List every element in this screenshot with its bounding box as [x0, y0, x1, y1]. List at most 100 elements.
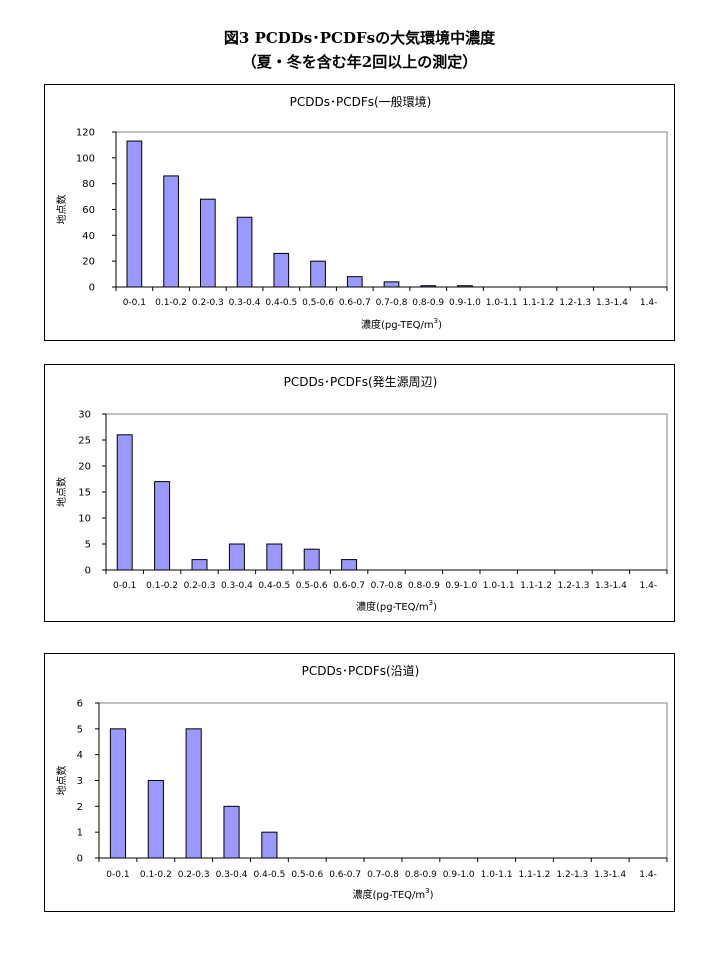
y-tick-label: 1 — [77, 828, 83, 839]
x-tick-label: 0.9-1.0 — [449, 298, 481, 308]
bar-0.8-0.9 — [420, 285, 437, 288]
x-tick-label: 0-0.1 — [123, 298, 146, 308]
bar-0.9-1.0 — [457, 285, 473, 288]
x-tick-label: 0.7-0.8 — [367, 870, 399, 880]
x-tick-label: 1.2-1.3 — [558, 581, 590, 591]
bar-0.1-0.2 — [154, 481, 171, 571]
y-tick-label: 20 — [82, 257, 95, 268]
y-tick-label: 5 — [77, 724, 83, 735]
x-tick-label: 0-0.1 — [113, 581, 136, 591]
y-tick-label: 20 — [78, 462, 91, 473]
bar-0-0.1 — [126, 140, 143, 288]
x-tick-label: 0.9-1.0 — [445, 581, 477, 591]
bar-0.6-0.7 — [346, 276, 363, 288]
y-axis-label: 地点数 — [55, 766, 68, 796]
bar-0.4-0.5 — [261, 831, 278, 859]
bar-0-0.1 — [116, 434, 133, 571]
chart-panel-general-environment: PCDDs･PCDFs(一般環境) 0 20 40 60 80 100 120 0-0.1 0.1… — [44, 84, 675, 341]
x-tick-label: 0.2-0.3 — [178, 870, 210, 880]
bar-0-0.1 — [109, 728, 127, 859]
chart-roadside: PCDDs･PCDFs(沿道) 0 1 2 3 4 5 6 0-0.1 0.1-0.2 0.2-0.… — [55, 664, 668, 901]
y-tick-label: 25 — [78, 436, 91, 447]
x-tick-label: 0.2-0.3 — [184, 581, 216, 591]
x-tick-label: 0.1-0.2 — [155, 298, 187, 308]
y-tick-label: 4 — [77, 750, 83, 761]
y-tick-label: 3 — [77, 776, 83, 787]
x-tick-label: 0.6-0.7 — [339, 298, 371, 308]
x-tick-label: 1.0-1.1 — [481, 870, 513, 880]
x-tick-label: 0.1-0.2 — [146, 581, 178, 591]
x-tick-label: 0.8-0.9 — [412, 298, 444, 308]
y-tick-label: 80 — [82, 179, 95, 190]
bar-0.2-0.3 — [185, 728, 202, 859]
bar-0.7-0.8 — [383, 281, 400, 288]
plot-area — [98, 702, 668, 859]
figure-subtitle: （夏・冬を含む年2回以上の測定） — [241, 53, 478, 71]
x-tick-label: 0.7-0.8 — [371, 581, 403, 591]
x-tick-label: 1.3-1.4 — [595, 581, 627, 591]
y-tick-label: 60 — [82, 205, 95, 216]
y-tick-label: 100 — [76, 153, 95, 164]
y-tick-label: 0 — [77, 854, 83, 865]
x-tick-label: 0.5-0.6 — [296, 581, 328, 591]
x-tick-label: 1.1-1.2 — [519, 870, 551, 880]
figure-title: 図3 PCDDs･PCDFsの大気環境中濃度 — [223, 29, 496, 47]
y-tick-label: 5 — [85, 540, 91, 551]
plot-area — [105, 413, 668, 571]
x-tick-label: 1.0-1.1 — [486, 298, 518, 308]
x-tick-label: 1.4- — [640, 581, 658, 591]
x-tick-label: 1.0-1.1 — [483, 581, 515, 591]
x-axis-label: 濃度(pg-TEQ/m3) — [352, 887, 433, 901]
y-tick-label: 40 — [82, 231, 95, 242]
bar-0.4-0.5 — [273, 252, 290, 288]
chart-title: PCDDs･PCDFs(一般環境) — [290, 94, 432, 109]
x-tick-label: 0.9-1.0 — [443, 870, 475, 880]
x-tick-label: 1.3-1.4 — [594, 870, 626, 880]
x-tick-label: 1.2-1.3 — [556, 870, 588, 880]
x-tick-label: 0.4-0.5 — [258, 581, 290, 591]
y-axis-label: 地点数 — [55, 195, 68, 225]
x-tick-label: 0.2-0.3 — [192, 298, 224, 308]
y-tick-label: 0 — [89, 283, 95, 294]
x-tick-label: 1.1-1.2 — [520, 581, 552, 591]
x-axis-label: 濃度(pg-TEQ/m3) — [361, 317, 442, 331]
bar-0.3-0.4 — [236, 216, 253, 288]
x-tick-label: 0.5-0.6 — [302, 298, 334, 308]
bar-0.5-0.6 — [310, 260, 326, 288]
x-tick-label: 1.4- — [640, 298, 658, 308]
chart-title: PCDDs･PCDFs(発生源周辺) — [284, 375, 438, 389]
y-tick-label: 30 — [78, 410, 91, 421]
x-tick-label: 0.8-0.9 — [408, 581, 440, 591]
bar-0.5-0.6 — [303, 548, 320, 571]
y-tick-label: 120 — [76, 128, 95, 139]
x-tick-label: 0.5-0.6 — [291, 870, 323, 880]
chart-general-environment: PCDDs･PCDFs(一般環境) 0 20 40 60 80 100 120 0-0.1 0.1… — [55, 94, 668, 331]
chart-panel-roadside: PCDDs･PCDFs(沿道) 0 1 2 3 4 5 6 0-0.1 0.1-0.2 0.2-0.… — [44, 653, 675, 912]
y-tick-label: 15 — [78, 488, 91, 499]
x-tick-label: 0.3-0.4 — [216, 870, 248, 880]
x-tick-label: 0.8-0.9 — [405, 870, 437, 880]
x-tick-label: 1.2-1.3 — [559, 298, 591, 308]
x-tick-label: 1.4- — [639, 870, 657, 880]
x-axis-label: 濃度(pg-TEQ/m3) — [356, 599, 437, 613]
bar-0.1-0.2 — [147, 780, 164, 859]
y-tick-label: 0 — [85, 566, 91, 577]
chart-emission-source: PCDDs･PCDFs(発生源周辺) 0 5 10 15 20 25 30 0-0.1 0.1-0… — [55, 375, 668, 613]
x-tick-label: 0.1-0.2 — [140, 870, 172, 880]
y-tick-label: 10 — [78, 514, 91, 525]
plot-area — [115, 131, 668, 288]
x-tick-label: 0.3-0.4 — [221, 581, 253, 591]
x-tick-label: 0.4-0.5 — [253, 870, 285, 880]
y-tick-label: 2 — [77, 802, 83, 813]
bar-0.6-0.7 — [341, 559, 358, 571]
y-axis-label: 地点数 — [55, 477, 68, 507]
bar-0.3-0.4 — [223, 805, 240, 859]
x-tick-label: 1.3-1.4 — [596, 298, 628, 308]
x-tick-label: 0.4-0.5 — [265, 298, 297, 308]
bar-0.3-0.4 — [228, 543, 245, 571]
x-tick-label: 0.7-0.8 — [376, 298, 408, 308]
x-tick-label: 0.6-0.7 — [329, 870, 361, 880]
bar-0.1-0.2 — [163, 175, 179, 288]
x-tick-label: 0-0.1 — [106, 870, 129, 880]
x-tick-label: 1.1-1.2 — [522, 298, 554, 308]
